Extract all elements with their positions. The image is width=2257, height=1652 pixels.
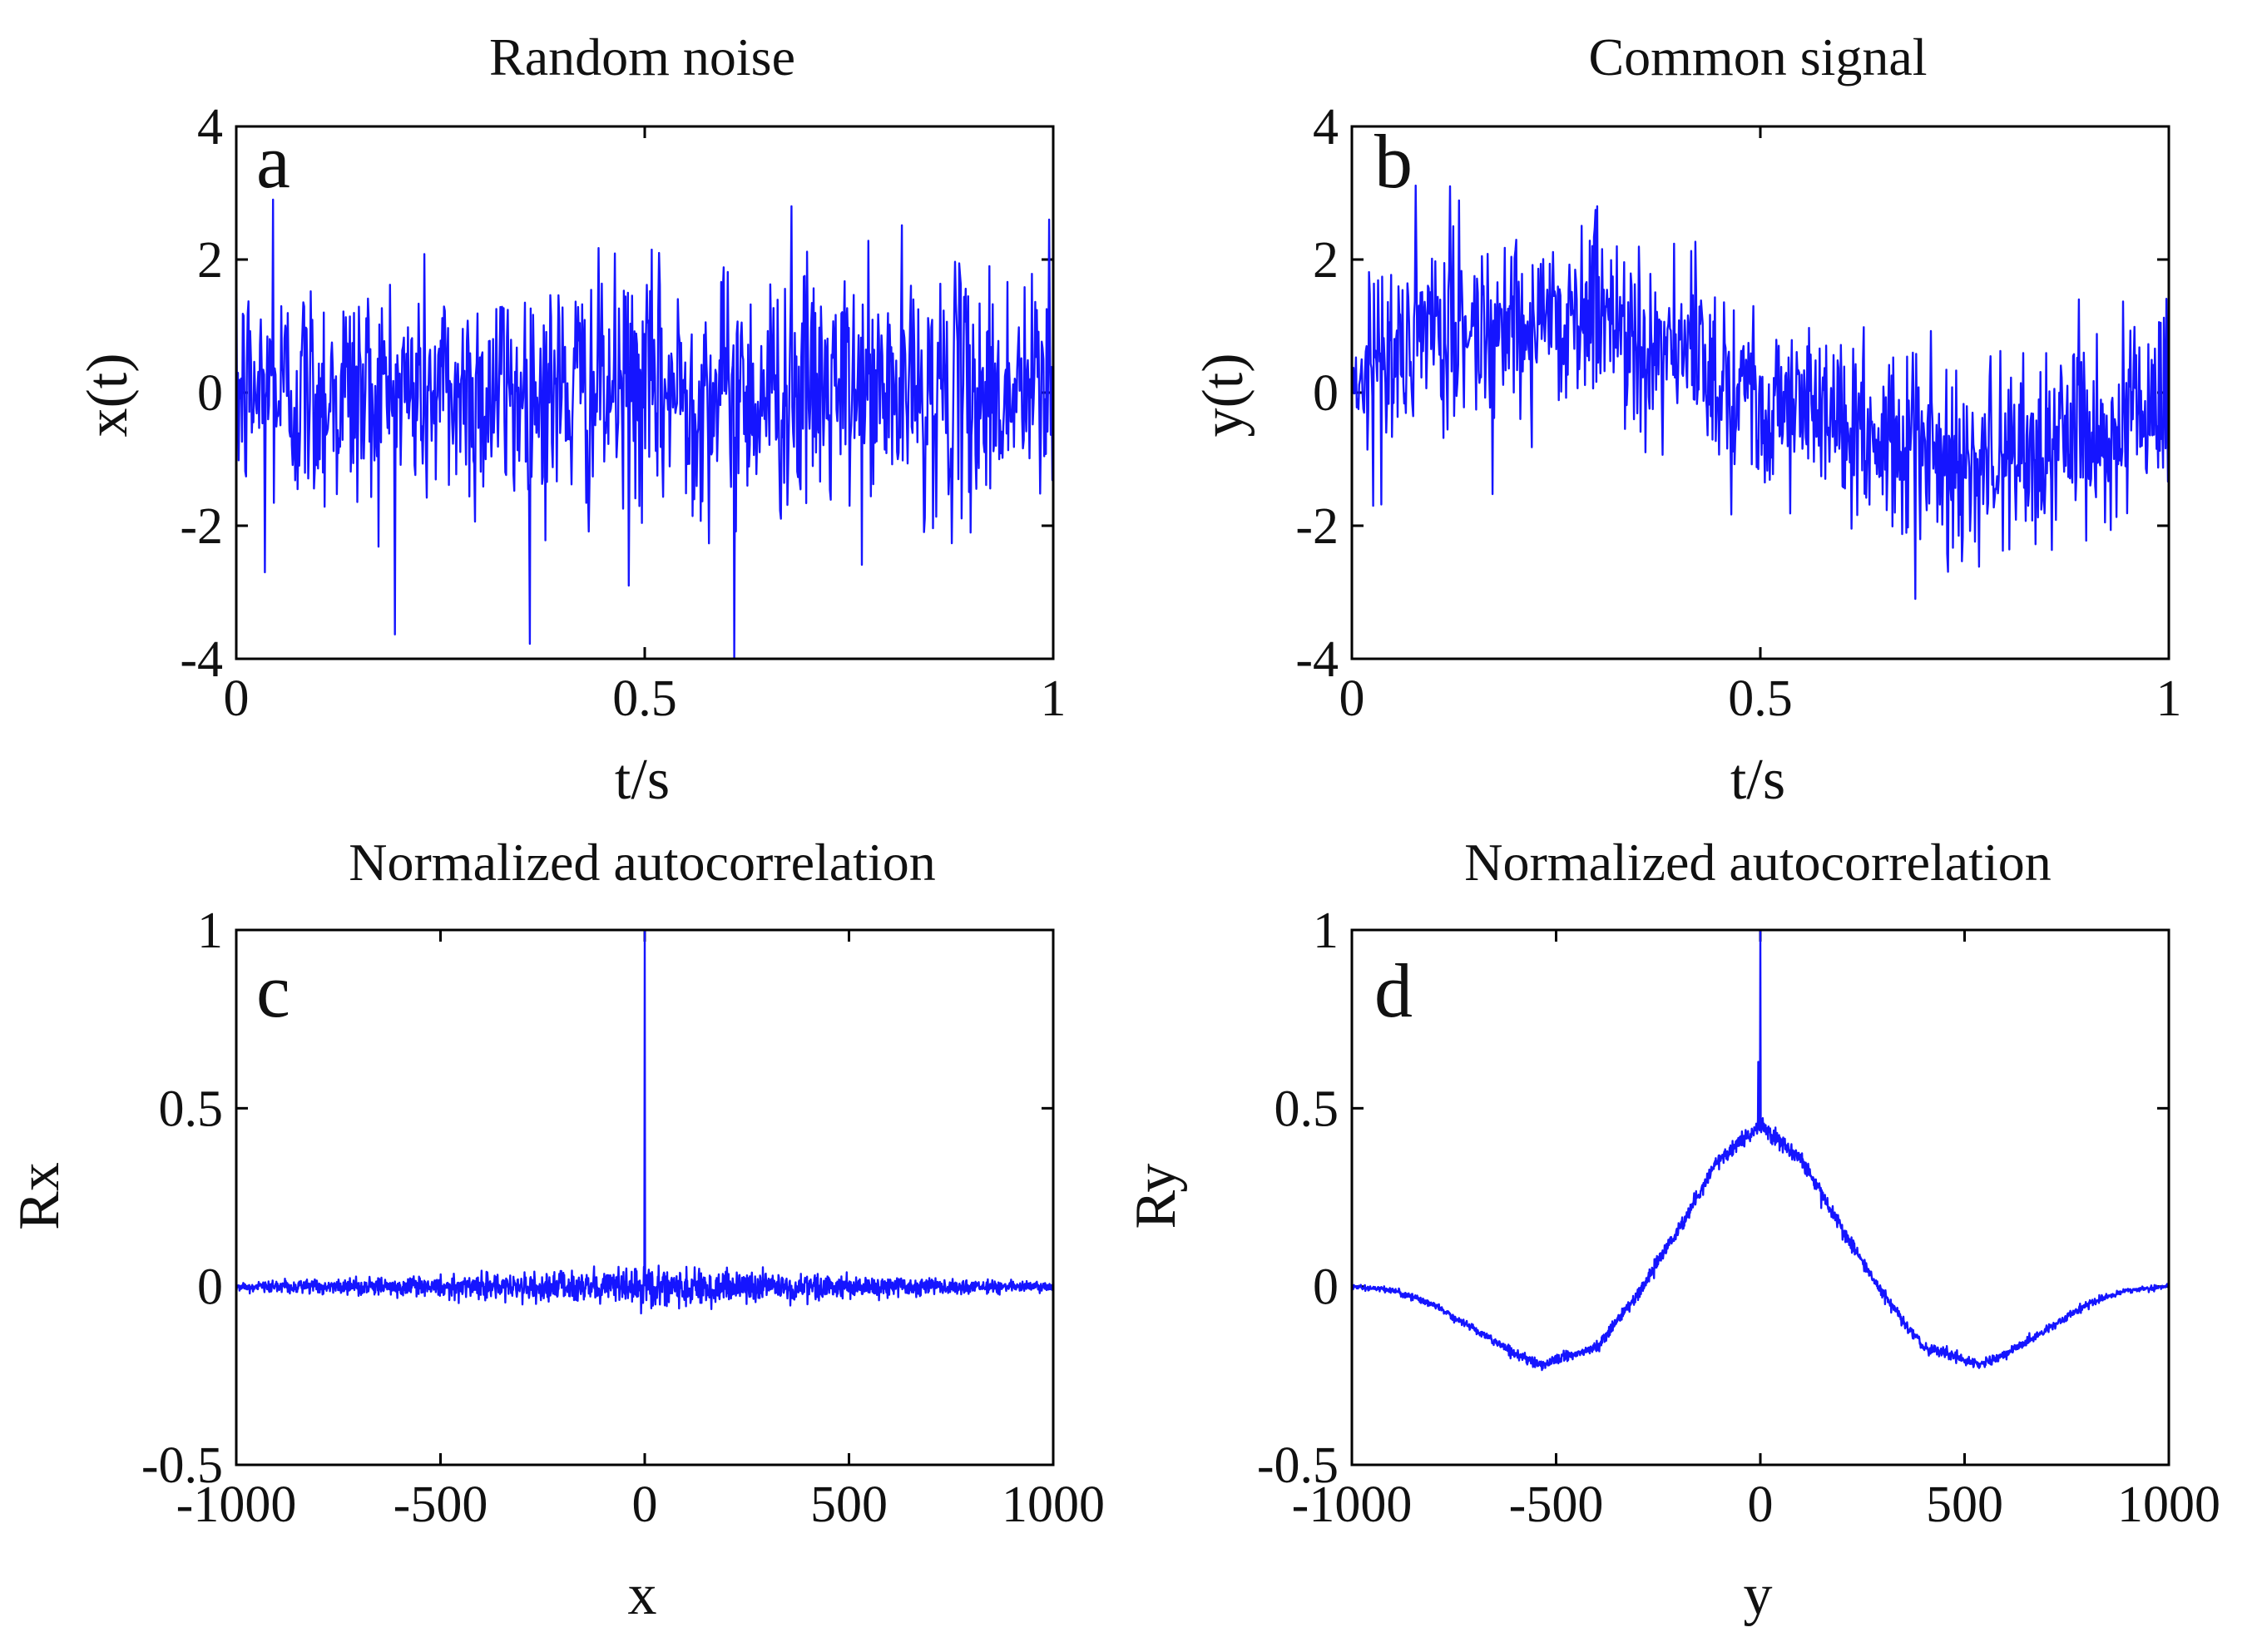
panel-b-ticks: 0 0.5 1 -4 -2 0 2 4 xyxy=(1295,99,2181,727)
panel-a-ytick-label: 2 xyxy=(197,232,223,289)
panel-a-xlabel: t/s xyxy=(615,748,670,812)
panel-a-letter: a xyxy=(256,119,290,204)
panel-c-ytick-label: 0 xyxy=(197,1259,223,1316)
panel-a-xtick-label: 0.5 xyxy=(612,670,677,727)
panel-d-series-line xyxy=(1350,928,2170,1372)
panel-a-ylabel: x(t) xyxy=(76,353,140,437)
panel-d-ytick-label: -0.5 xyxy=(1257,1437,1339,1494)
panel-d-ytick-label: 0 xyxy=(1313,1259,1339,1316)
panel-c: Normalized autocorrelation c Rx x -1000-… xyxy=(7,833,1105,1627)
panel-b: Common signal b y(t) t/s 0 0.5 1 -4 -2 0 2 4 xyxy=(1191,27,2182,812)
panel-d-title: Normalized autocorrelation xyxy=(1464,833,2051,892)
panel-b-xtick-label: 1 xyxy=(2156,670,2182,727)
panel-a-xtick-label: 0 xyxy=(224,670,250,727)
panel-d-xtick-label: 500 xyxy=(1926,1476,2003,1533)
panel-d-letter: d xyxy=(1374,948,1413,1033)
panel-b-ytick-label: -4 xyxy=(1295,631,1339,688)
panel-b-xtick-label: 0 xyxy=(1339,670,1365,727)
panel-c-ytick-label: 1 xyxy=(197,903,223,959)
panel-c-xtick-label: -1000 xyxy=(176,1476,297,1533)
panel-d-ylabel: Ry xyxy=(1124,1164,1188,1229)
panel-d-frame xyxy=(1350,928,2170,1467)
panel-b-ytick-label: 4 xyxy=(1313,99,1339,156)
panel-b-series-line xyxy=(1350,184,2170,601)
panel-d-ytick-label: 1 xyxy=(1313,903,1339,959)
panel-d-ytick-label: 0.5 xyxy=(1275,1081,1339,1137)
panel-c-xtick-label: 1000 xyxy=(1002,1476,1105,1533)
panel-a-title: Random noise xyxy=(489,27,795,87)
panel-a-xtick-label: 1 xyxy=(1041,670,1067,727)
panel-a-ytick-label: 0 xyxy=(197,365,223,422)
panel-c-ylabel: Rx xyxy=(7,1162,72,1230)
panel-d-xtick-label: 0 xyxy=(1748,1476,1774,1533)
panel-a-ytick-label: -2 xyxy=(180,498,223,555)
panel-d-ticks: -1000 -500 0 500 1000 -0.5 0 0.5 1 xyxy=(1257,903,2220,1533)
panel-a-ytick-label: -4 xyxy=(180,631,223,688)
panel-c-series-line xyxy=(235,928,1055,1315)
panel-b-letter: b xyxy=(1374,119,1413,204)
panel-b-ytick-label: 0 xyxy=(1313,365,1339,422)
panel-c-xtick-label: 0 xyxy=(632,1476,658,1533)
panel-c-letter: c xyxy=(256,948,290,1033)
panel-c-title: Normalized autocorrelation xyxy=(349,833,935,892)
panel-b-ylabel: y(t) xyxy=(1191,353,1255,437)
panel-d-xlabel: y xyxy=(1744,1563,1773,1627)
panel-c-xlabel: x xyxy=(628,1563,657,1627)
panel-c-frame xyxy=(235,928,1055,1467)
panel-a: Random noise a x(t) t/s 0 0.5 1 -4 -2 0 2 4 xyxy=(76,27,1067,812)
panel-c-xtick-label: -500 xyxy=(393,1476,488,1533)
panel-a-ytick-label: 4 xyxy=(197,99,223,156)
panel-b-xtick-label: 0.5 xyxy=(1728,670,1793,727)
panel-c-ytick-label: 0.5 xyxy=(159,1081,224,1137)
panel-d-xtick-label: -1000 xyxy=(1292,1476,1413,1533)
panel-b-title: Common signal xyxy=(1588,27,1927,87)
panel-a-ticks: 0 0.5 1 -4 -2 0 2 4 xyxy=(180,99,1066,727)
panel-a-series-line xyxy=(235,198,1055,660)
panel-b-ytick-label: 2 xyxy=(1313,232,1339,289)
panel-d-xtick-label: -500 xyxy=(1509,1476,1604,1533)
panel-b-ytick-label: -2 xyxy=(1295,498,1339,555)
panel-a-frame xyxy=(235,125,1055,660)
panel-b-frame xyxy=(1350,125,2170,660)
panel-c-xtick-label: 500 xyxy=(810,1476,888,1533)
panel-d: Normalized autocorrelation d Ry y -1000-… xyxy=(1124,833,2220,1627)
panel-d-xtick-label: 1000 xyxy=(2117,1476,2220,1533)
panel-c-ytick-label: -0.5 xyxy=(141,1437,223,1494)
panel-b-xlabel: t/s xyxy=(1730,748,1785,812)
